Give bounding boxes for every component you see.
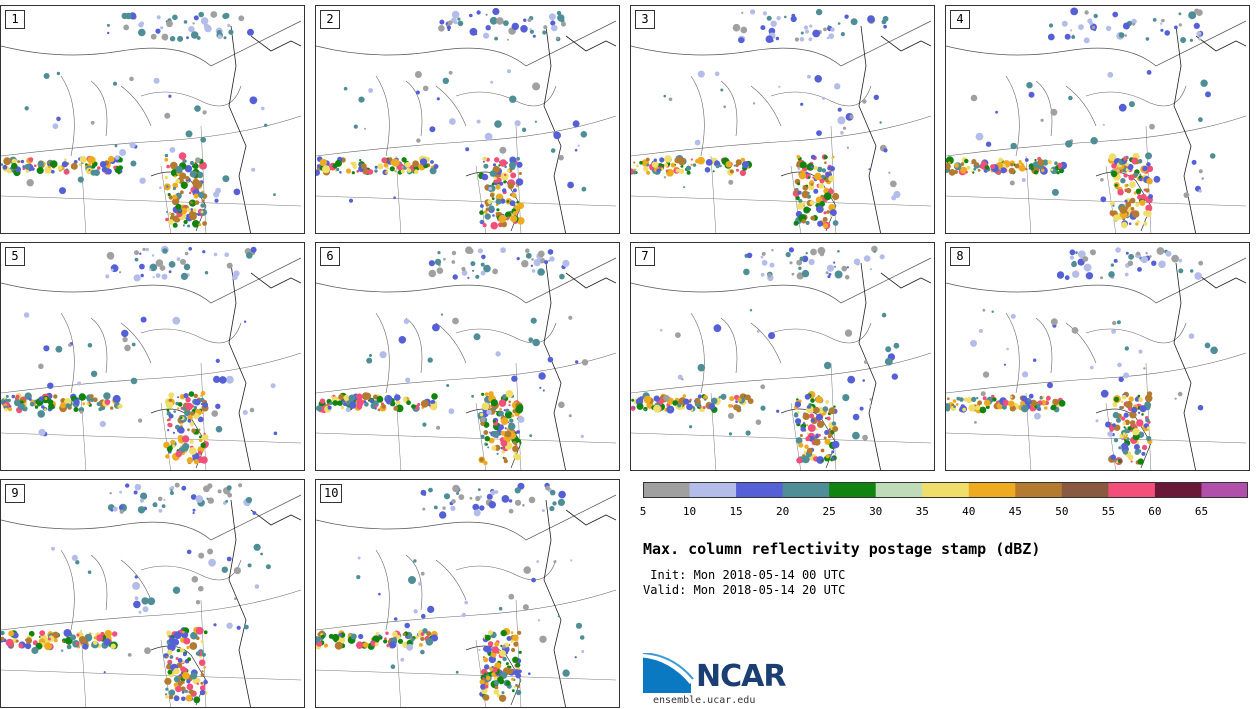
member-label: 2	[320, 10, 340, 29]
colorbar-segment	[643, 482, 691, 498]
colorbar-tick-label: 25	[822, 505, 836, 518]
member-label: 10	[320, 484, 343, 503]
map-panel-7: 7	[630, 242, 935, 471]
map-svg	[1, 11, 302, 233]
colorbar-segment	[875, 482, 923, 498]
colorbar-tick-label: 55	[1101, 505, 1115, 518]
map-panel-3: 3	[630, 5, 935, 234]
colorbar-segment	[829, 482, 877, 498]
colorbar-tick-label: 35	[915, 505, 929, 518]
member-label: 7	[635, 247, 655, 266]
reflectivity-colorbar	[643, 482, 1248, 498]
map-panel-2: 2	[315, 5, 620, 234]
colorbar-segment	[968, 482, 1016, 498]
plot-title: Max. column reflectivity postage stamp (…	[643, 540, 1041, 558]
map-panel-10: 10	[315, 479, 620, 708]
map-svg	[316, 482, 617, 707]
init-time: Init: Mon 2018-05-14 00 UTC	[643, 568, 846, 582]
member-label: 6	[320, 247, 340, 266]
map-svg	[946, 247, 1247, 470]
map-svg	[316, 7, 617, 233]
colorbar-tick-label: 50	[1055, 505, 1069, 518]
member-label: 9	[5, 484, 25, 503]
map-panel-6: 6	[315, 242, 620, 471]
map-svg	[946, 7, 1247, 233]
colorbar-tick-label: 30	[869, 505, 883, 518]
member-label: 4	[950, 10, 970, 29]
colorbar-tick-label: 20	[775, 505, 790, 518]
map-panel-8: 8	[945, 242, 1250, 471]
map-panel-9: 9	[0, 479, 305, 708]
colorbar-tick-label: 45	[1008, 505, 1022, 518]
colorbar-segment	[1061, 482, 1109, 498]
colorbar-segment	[782, 482, 830, 498]
colorbar-tick-label: 40	[962, 505, 976, 518]
map-svg	[1, 245, 302, 470]
member-label: 8	[950, 247, 970, 266]
colorbar-segment	[689, 482, 737, 498]
map-svg	[316, 246, 617, 470]
colorbar-segment	[736, 482, 784, 498]
map-svg	[1, 482, 302, 707]
member-label: 5	[5, 247, 25, 266]
map-svg	[631, 8, 932, 233]
colorbar-segment	[1015, 482, 1063, 498]
member-label: 1	[5, 10, 25, 29]
map-svg	[631, 245, 932, 470]
map-panel-1: 1	[0, 5, 305, 234]
colorbar-tick-label: 5	[639, 505, 647, 518]
map-panel-4: 4	[945, 5, 1250, 234]
ncar-logo-text: NCAR	[696, 659, 786, 694]
ensemble-url: ensemble.ucar.edu	[653, 695, 756, 706]
colorbar-tick-label: 65	[1194, 505, 1209, 518]
colorbar-tick-label: 60	[1148, 505, 1162, 518]
valid-time: Valid: Mon 2018-05-14 20 UTC	[643, 583, 846, 597]
colorbar-segment	[1108, 482, 1156, 498]
ncar-logo-icon	[643, 653, 694, 693]
map-panel-5: 5	[0, 242, 305, 471]
colorbar-tick-label: 15	[729, 505, 743, 518]
colorbar-tick-label: 10	[682, 505, 697, 518]
colorbar-segment	[1154, 482, 1202, 498]
colorbar-segment	[1201, 482, 1248, 498]
colorbar-segment	[922, 482, 970, 498]
member-label: 3	[635, 10, 655, 29]
